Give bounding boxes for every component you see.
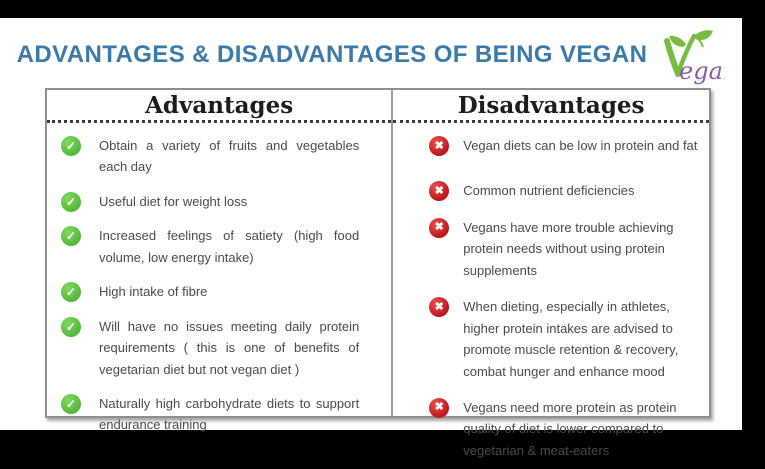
list-item: ✖ Vegan diets can be low in protein and … — [393, 135, 709, 156]
logo-v-leaf-icon — [664, 29, 714, 77]
infographic-canvas: ADVANTAGES & DISADVANTAGES OF BEING VEGA… — [0, 18, 742, 458]
list-item: ✓ Increased feelings of satiety (high fo… — [47, 225, 391, 268]
advantages-list: ✓ Obtain a variety of fruits and vegetab… — [47, 123, 391, 444]
advantages-header: Advantages — [47, 90, 392, 123]
list-item-text: Useful diet for weight loss — [99, 193, 248, 209]
logo-script-text: egan — [679, 57, 725, 85]
comparison-table: Advantages ✓ Obtain a variety of fruits … — [45, 88, 711, 458]
check-icon: ✓ — [61, 226, 81, 247]
page-header: ADVANTAGES & DISADVANTAGES OF BEING VEGA… — [0, 18, 742, 86]
list-item-text: Increased feelings of satiety (high food… — [99, 228, 360, 265]
list-item: ✓ Useful diet for weight loss — [47, 191, 391, 212]
disadvantages-list: ✖ Vegan diets can be low in protein and … — [393, 123, 709, 469]
list-item-text: Will have no issues meeting daily protei… — [99, 318, 360, 377]
list-item: ✖ Vegans need more protein as protein qu… — [393, 397, 709, 461]
list-item: ✓ High intake of fibre — [47, 281, 391, 303]
cross-icon: ✖ — [429, 217, 450, 238]
list-item-text: Naturally high carbohydrate diets to sup… — [99, 395, 360, 433]
check-icon: ✓ — [61, 136, 81, 156]
list-item-text: Vegan diets can be low in protein and fa… — [463, 138, 698, 153]
vegan-logo-graphic: egan — [664, 29, 739, 85]
cross-icon: ✖ — [429, 136, 450, 156]
list-item-text: High intake of fibre — [99, 284, 208, 300]
list-item-text: Vegans have more trouble achieving prote… — [463, 219, 674, 278]
cross-icon: ✖ — [429, 181, 450, 202]
page-title: ADVANTAGES & DISADVANTAGES OF BEING VEGA… — [16, 41, 648, 68]
list-item-text: When dieting, especially in athletes, hi… — [463, 299, 679, 379]
list-item: ✖ When dieting, especially in athletes, … — [393, 296, 709, 382]
vegan-logo: egan — [653, 27, 739, 92]
disadvantages-column: Disadvantages ✖ Vegan diets can be low i… — [391, 90, 709, 458]
list-item: ✓ Obtain a variety of fruits and vegetab… — [47, 135, 391, 178]
list-item: ✓ Naturally high carbohydrate diets to s… — [47, 393, 391, 436]
check-icon: ✓ — [61, 191, 81, 212]
list-item-text: Common nutrient deficiencies — [463, 183, 635, 199]
check-icon: ✓ — [61, 393, 81, 414]
list-item: ✓ Will have no issues meeting daily prot… — [47, 316, 391, 380]
list-item: ✖ Common nutrient deficiencies — [393, 180, 709, 202]
cross-icon: ✖ — [429, 397, 450, 418]
check-icon: ✓ — [61, 282, 81, 303]
disadvantages-header: Disadvantages — [393, 90, 709, 123]
advantages-column: Advantages ✓ Obtain a variety of fruits … — [47, 90, 392, 432]
list-item: ✖ Vegans have more trouble achieving pro… — [393, 217, 709, 281]
cross-icon: ✖ — [429, 297, 450, 318]
list-item-text: Vegans need more protein as protein qual… — [463, 399, 677, 458]
list-item-text: Obtain a variety of fruits and vegetable… — [99, 138, 360, 175]
check-icon: ✓ — [61, 316, 81, 337]
